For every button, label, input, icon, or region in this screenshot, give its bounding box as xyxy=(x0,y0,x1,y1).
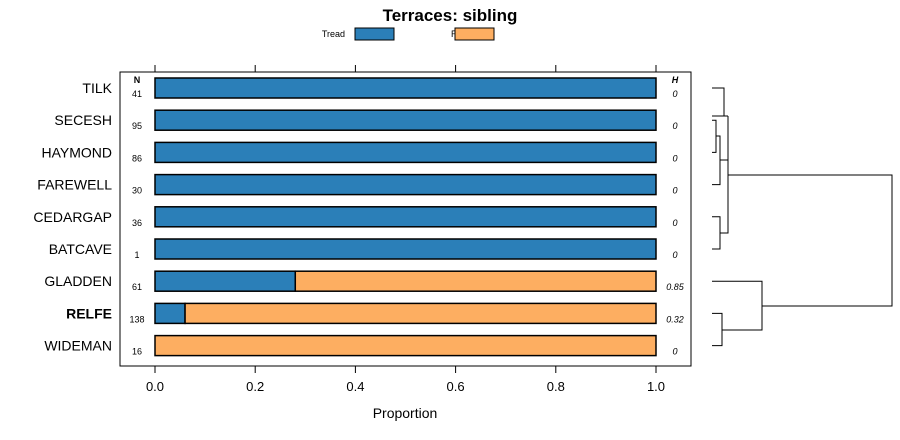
dendrogram-branch-4 xyxy=(720,159,729,234)
x-tick-label-3: 0.6 xyxy=(447,379,465,394)
h-value-haymond: 0 xyxy=(672,153,677,163)
dendrogram-branch-1 xyxy=(712,119,717,153)
bar-tread-cedargap xyxy=(154,206,657,228)
n-value-gladden: 61 xyxy=(132,282,142,292)
bar-tread-batcave xyxy=(154,238,657,260)
row-gladden: GLADDEN 61 0.85 xyxy=(44,270,685,292)
bar-tread-gladden xyxy=(154,270,297,292)
row-cedargap: CEDARGAP 36 0 xyxy=(33,206,678,228)
dendrogram-branch-8 xyxy=(712,280,763,331)
bar-riser-wideman xyxy=(154,334,657,357)
x-tick-label-1: 0.2 xyxy=(246,379,264,394)
h-value-tilk: 0 xyxy=(672,89,677,99)
bar-tread-farewell xyxy=(154,173,657,196)
legend-swatch-tread xyxy=(354,27,395,41)
category-label-haymond: HAYMOND xyxy=(41,144,112,160)
category-label-cedargap: CEDARGAP xyxy=(33,209,112,225)
plot-frame xyxy=(119,71,692,367)
h-value-gladden: 0.85 xyxy=(666,282,685,292)
n-value-tilk: 41 xyxy=(132,89,142,99)
n-value-relfe: 138 xyxy=(129,314,144,324)
h-header: H xyxy=(672,75,679,85)
dendrogram-branch-3 xyxy=(712,216,721,250)
bar-tread-secesh xyxy=(154,109,657,131)
bar-tread-tilk xyxy=(154,77,657,99)
dendrogram-branch-9 xyxy=(728,174,893,307)
row-batcave: BATCAVE 1 0 xyxy=(49,238,678,260)
n-header: N xyxy=(134,75,141,85)
row-haymond: HAYMOND 86 0 xyxy=(41,141,678,164)
category-label-gladden: GLADDEN xyxy=(44,273,112,289)
legend: TreadRiser xyxy=(322,27,495,41)
row-relfe: RELFE 138 0.32 xyxy=(66,302,684,325)
h-value-batcave: 0 xyxy=(672,250,677,260)
n-value-farewell: 30 xyxy=(132,186,142,196)
row-tilk: TILK 41 0 xyxy=(82,77,678,99)
bar-riser-relfe xyxy=(184,302,657,325)
top-axis-ticks xyxy=(154,65,657,72)
n-value-haymond: 86 xyxy=(132,153,142,163)
x-tick-label-5: 1.0 xyxy=(647,379,665,394)
category-label-batcave: BATCAVE xyxy=(49,241,112,257)
row-farewell: FAREWELL 30 0 xyxy=(37,173,678,196)
h-value-farewell: 0 xyxy=(672,186,677,196)
dendrogram-branch-0 xyxy=(712,87,725,117)
x-tick-label-2: 0.4 xyxy=(346,379,364,394)
chart-title: Terraces: sibling xyxy=(383,6,518,25)
category-label-wideman: WIDEMAN xyxy=(44,338,112,354)
h-value-relfe: 0.32 xyxy=(666,314,684,324)
legend-swatch-riser xyxy=(454,27,495,41)
bar-tread-relfe xyxy=(154,302,186,325)
dendrogram-branch-7 xyxy=(712,312,723,347)
n-value-batcave: 1 xyxy=(134,250,139,260)
category-label-relfe: RELFE xyxy=(66,305,112,321)
dendrogram xyxy=(712,87,893,347)
category-label-tilk: TILK xyxy=(82,80,112,96)
row-secesh: SECESH 95 0 xyxy=(54,109,678,131)
n-value-wideman: 16 xyxy=(132,347,142,357)
n-value-secesh: 95 xyxy=(132,121,142,131)
h-value-wideman: 0 xyxy=(672,347,677,357)
x-axis-label: Proportion xyxy=(373,405,438,421)
bar-riser-gladden xyxy=(294,270,657,292)
x-tick-label-4: 0.8 xyxy=(547,379,565,394)
x-axis: 0.0 0.2 0.4 0.6 0.8 1.0 xyxy=(146,366,665,394)
h-value-secesh: 0 xyxy=(672,121,677,131)
legend-label-tread: Tread xyxy=(322,29,345,39)
n-value-cedargap: 36 xyxy=(132,218,142,228)
x-tick-label-0: 0.0 xyxy=(146,379,164,394)
bar-tread-haymond xyxy=(154,141,657,164)
category-label-farewell: FAREWELL xyxy=(37,177,112,193)
h-value-cedargap: 0 xyxy=(672,218,677,228)
category-label-secesh: SECESH xyxy=(54,112,112,128)
row-wideman: WIDEMAN 16 0 xyxy=(44,334,678,357)
